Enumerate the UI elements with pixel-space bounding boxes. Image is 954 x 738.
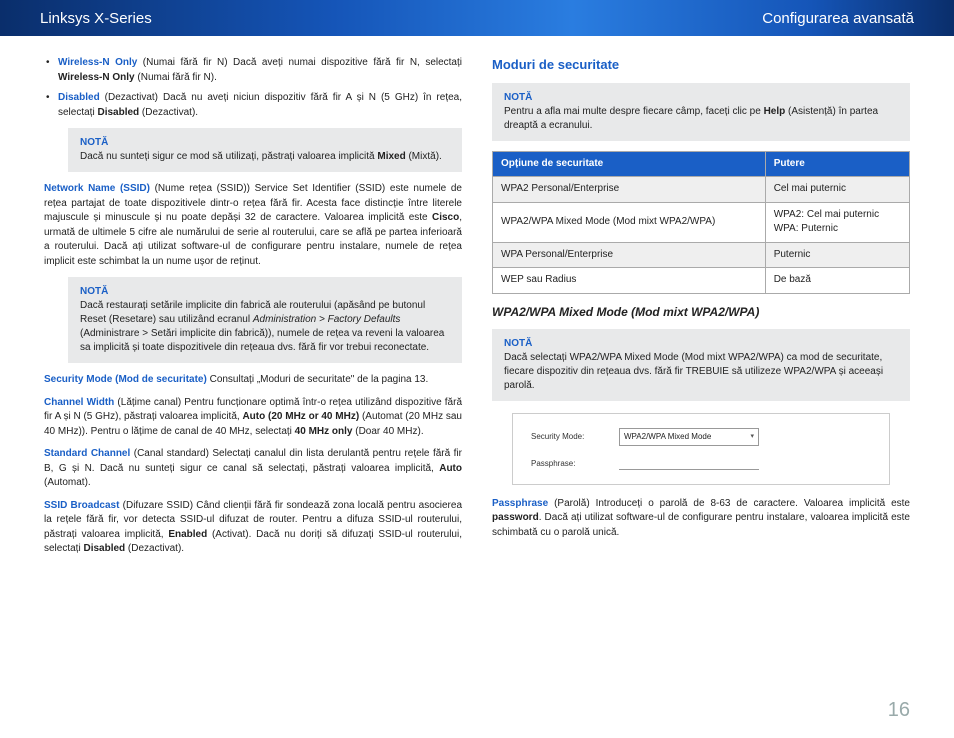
ssid-broadcast-para: SSID Broadcast (Difuzare SSID) Când clie… [44,499,462,557]
passphrase-row: Passphrase: [531,458,871,470]
channel-width-para: Channel Width (Lățime canal) Pentru func… [44,396,462,440]
security-ui-panel: Security Mode: WPA2/WPA Mixed Mode Passp… [512,413,890,485]
note-title: NOTĂ [80,285,450,299]
page-number: 16 [888,699,910,722]
table-row: WEP sau RadiusDe bază [493,268,910,294]
page-content: Wireless-N Only (Numai fără fir N) Dacă … [0,36,954,696]
passphrase-input[interactable] [619,458,759,470]
bullet-lead: Wireless-N Only [58,57,137,68]
header-left: Linksys X-Series [40,10,152,27]
note-box: NOTĂ Dacă nu sunteți sigur ce mod să uti… [68,128,462,172]
ssid-para: Network Name (SSID) (Nume rețea (SSID)) … [44,182,462,269]
note-box: NOTĂ Dacă restaurați setările implicite … [68,277,462,363]
security-mode-select[interactable]: WPA2/WPA Mixed Mode [619,428,759,446]
note-title: NOTĂ [504,337,898,351]
standard-channel-para: Standard Channel (Canal standard) Select… [44,447,462,491]
right-column: Moduri de securitate NOTĂ Pentru a afla … [492,56,910,696]
list-item: Disabled (Dezactivat) Dacă nu aveți nici… [58,91,462,120]
table-header: Putere [765,151,909,177]
passphrase-label: Passphrase: [531,458,601,470]
table-row: WPA2 Personal/EnterpriseCel mai puternic [493,177,910,203]
note-box: NOTĂ Pentru a afla mai multe despre fiec… [492,83,910,141]
page-header: Linksys X-Series Configurarea avansată [0,0,954,36]
bullet-lead: Disabled [58,92,100,103]
security-mode-label: Security Mode: [531,431,601,443]
mode-bullets: Wireless-N Only (Numai fără fir N) Dacă … [44,56,462,120]
note-title: NOTĂ [80,136,450,150]
mixed-mode-heading: WPA2/WPA Mixed Mode (Mod mixt WPA2/WPA) [492,304,910,321]
header-right: Configurarea avansată [762,10,914,27]
left-column: Wireless-N Only (Numai fără fir N) Dacă … [44,56,462,696]
security-table: Opțiune de securitate Putere WPA2 Person… [492,151,910,294]
table-header: Opțiune de securitate [493,151,766,177]
security-mode-para: Security Mode (Mod de securitate) Consul… [44,373,462,388]
security-mode-row: Security Mode: WPA2/WPA Mixed Mode [531,428,871,446]
note-box: NOTĂ Dacă selectați WPA2/WPA Mixed Mode … [492,329,910,401]
passphrase-para: Passphrase (Parolă) Introduceți o parolă… [492,497,910,541]
table-row: WPA Personal/EnterprisePuternic [493,242,910,268]
security-modes-heading: Moduri de securitate [492,56,910,75]
table-row: WPA2/WPA Mixed Mode (Mod mixt WPA2/WPA)W… [493,202,910,242]
note-title: NOTĂ [504,91,898,105]
list-item: Wireless-N Only (Numai fără fir N) Dacă … [58,56,462,85]
